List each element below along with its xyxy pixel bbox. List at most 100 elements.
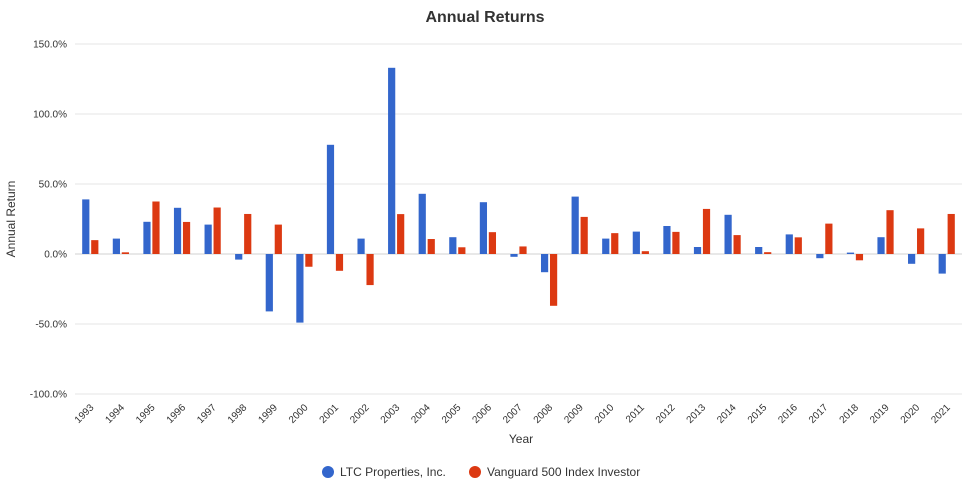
y-tick-label: 150.0% <box>33 40 67 51</box>
x-tick-label: 2017 <box>807 402 831 426</box>
bar-vanguard-2002[interactable] <box>366 254 374 286</box>
x-tick-label: 2012 <box>654 402 678 426</box>
bar-ltc-2003[interactable] <box>388 67 396 254</box>
x-tick-label: 2006 <box>471 402 495 426</box>
bar-ltc-2004[interactable] <box>418 193 426 254</box>
x-tick-label: 1994 <box>103 402 127 426</box>
bar-ltc-2016[interactable] <box>785 234 793 254</box>
bar-vanguard-2012[interactable] <box>672 231 680 254</box>
bar-ltc-2000[interactable] <box>296 254 304 323</box>
chart-title: Annual Returns <box>425 9 544 26</box>
bar-ltc-2015[interactable] <box>755 247 763 254</box>
bar-vanguard-1994[interactable] <box>121 252 129 254</box>
bar-vanguard-1995[interactable] <box>152 201 160 255</box>
bar-vanguard-2019[interactable] <box>886 210 894 254</box>
x-tick-label: 2008 <box>532 402 556 426</box>
bar-vanguard-2003[interactable] <box>397 214 405 254</box>
bar-ltc-1998[interactable] <box>235 254 243 260</box>
x-axis-ticks: 1993 1994 1995 1996 1997 1998 1999 2000 2001 2002… <box>73 402 953 426</box>
bar-ltc-2010[interactable] <box>602 238 610 254</box>
bar-ltc-2012[interactable] <box>663 226 671 254</box>
legend-label-vanguard: Vanguard 500 Index Investor <box>487 465 640 479</box>
bar-ltc-2009[interactable] <box>571 196 579 254</box>
x-axis-label: Year <box>509 432 533 446</box>
bar-vanguard-2021[interactable] <box>947 213 955 254</box>
x-tick-label: 2004 <box>409 402 433 426</box>
bar-vanguard-1998[interactable] <box>244 213 252 254</box>
bar-vanguard-1993[interactable] <box>91 240 99 254</box>
bar-vanguard-2001[interactable] <box>335 254 344 271</box>
x-tick-label: 2014 <box>715 402 739 426</box>
bar-vanguard-2000[interactable] <box>305 254 313 267</box>
x-tick-label: 2010 <box>593 402 617 426</box>
bar-vanguard-1997[interactable] <box>213 207 221 254</box>
x-tick-label: 1995 <box>134 402 158 426</box>
bar-vanguard-2017[interactable] <box>825 223 833 254</box>
x-tick-label: 2013 <box>685 402 709 426</box>
bar-ltc-2013[interactable] <box>693 247 702 254</box>
bar-vanguard-1999[interactable] <box>274 224 282 254</box>
x-tick-label: 2016 <box>776 402 800 426</box>
bar-ltc-2018[interactable] <box>846 252 855 254</box>
bar-ltc-1995[interactable] <box>143 221 151 254</box>
bar-ltc-2007[interactable] <box>510 254 518 257</box>
bar-vanguard-2014[interactable] <box>733 235 741 254</box>
bars <box>82 67 955 323</box>
bar-ltc-2014[interactable] <box>724 214 732 254</box>
bar-vanguard-2006[interactable] <box>488 232 497 254</box>
bar-vanguard-2009[interactable] <box>580 216 588 254</box>
bar-ltc-2008[interactable] <box>540 254 549 273</box>
bar-vanguard-2010[interactable] <box>611 233 619 254</box>
x-tick-label: 1998 <box>226 402 250 426</box>
x-tick-label: 1997 <box>195 402 219 426</box>
bar-ltc-2017[interactable] <box>816 254 824 259</box>
legend: LTC Properties, Inc. Vanguard 500 Index … <box>322 465 640 479</box>
bar-vanguard-2015[interactable] <box>764 252 772 254</box>
bar-ltc-2001[interactable] <box>326 144 335 254</box>
legend-label-ltc: LTC Properties, Inc. <box>340 465 446 479</box>
y-tick-label: 0.0% <box>44 250 67 261</box>
gridlines <box>75 43 962 395</box>
bar-ltc-2019[interactable] <box>877 237 885 254</box>
x-tick-label: 2011 <box>624 402 647 425</box>
x-tick-label: 1993 <box>73 402 97 426</box>
x-tick-label: 2007 <box>501 402 525 426</box>
bar-vanguard-2013[interactable] <box>702 208 711 254</box>
bar-ltc-2011[interactable] <box>632 231 640 254</box>
x-tick-label: 2015 <box>746 402 770 426</box>
bar-vanguard-2016[interactable] <box>794 237 802 254</box>
bar-vanguard-2004[interactable] <box>427 239 435 254</box>
x-tick-label: 2020 <box>899 402 923 426</box>
bar-vanguard-2020[interactable] <box>917 228 925 254</box>
x-tick-label: 2009 <box>562 402 586 426</box>
bar-vanguard-1996[interactable] <box>182 221 191 254</box>
x-tick-label: 2021 <box>929 402 953 426</box>
bar-vanguard-2007[interactable] <box>519 246 527 254</box>
bar-vanguard-2008[interactable] <box>549 254 558 306</box>
bar-vanguard-2005[interactable] <box>458 247 466 254</box>
bar-ltc-2006[interactable] <box>479 202 488 254</box>
legend-item-vanguard[interactable]: Vanguard 500 Index Investor <box>469 465 640 479</box>
x-tick-label: 2002 <box>348 402 372 426</box>
y-tick-label: 50.0% <box>39 180 67 191</box>
bar-ltc-1997[interactable] <box>204 224 212 254</box>
legend-item-ltc[interactable]: LTC Properties, Inc. <box>322 465 446 479</box>
x-tick-label: 2019 <box>868 402 892 426</box>
legend-marker-vanguard <box>469 466 481 478</box>
bar-ltc-2020[interactable] <box>908 254 916 264</box>
bar-ltc-1994[interactable] <box>112 238 120 254</box>
bar-ltc-1996[interactable] <box>173 207 182 254</box>
bar-vanguard-2018[interactable] <box>855 254 864 261</box>
bar-ltc-2021[interactable] <box>938 254 946 274</box>
x-tick-label: 2003 <box>379 402 403 426</box>
bar-ltc-2005[interactable] <box>449 237 457 254</box>
y-tick-label: -50.0% <box>35 320 67 331</box>
bar-ltc-2002[interactable] <box>357 238 365 254</box>
bar-ltc-1999[interactable] <box>265 254 273 312</box>
x-tick-label: 2005 <box>440 402 464 426</box>
x-tick-label: 2001 <box>318 402 342 426</box>
y-axis-label: Annual Return <box>4 181 18 258</box>
bar-vanguard-2011[interactable] <box>641 251 649 254</box>
bar-ltc-1993[interactable] <box>82 199 90 254</box>
